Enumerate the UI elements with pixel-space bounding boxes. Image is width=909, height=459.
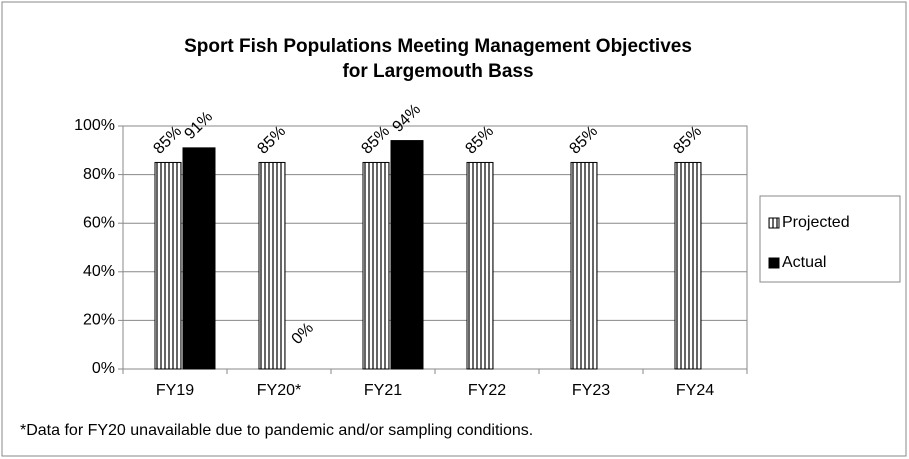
bar — [154, 161, 182, 370]
bar — [466, 161, 494, 370]
x-tick-label: FY22 — [468, 382, 506, 399]
y-tick-label: 80% — [83, 166, 115, 183]
bar — [570, 161, 598, 370]
legend-box — [759, 195, 901, 283]
chart-title: for Largemouth Bass — [342, 61, 533, 82]
legend-label: Actual — [782, 254, 826, 271]
y-tick-label: 100% — [74, 117, 115, 134]
x-tick-label: FY19 — [156, 382, 194, 399]
bar — [258, 161, 286, 370]
bar — [674, 161, 702, 370]
x-tick-label: FY23 — [572, 382, 610, 399]
legend-label: Projected — [782, 214, 850, 231]
x-tick-label: FY24 — [676, 382, 714, 399]
bar — [390, 140, 424, 370]
chart-title: Sport Fish Populations Meeting Managemen… — [184, 36, 692, 57]
y-tick-label: 20% — [83, 312, 115, 329]
y-tick-label: 60% — [83, 214, 115, 231]
x-tick-label: FY21 — [364, 382, 402, 399]
y-tick-label: 0% — [92, 360, 115, 377]
y-tick-label: 40% — [83, 263, 115, 280]
legend-swatch — [768, 217, 780, 229]
bar — [182, 147, 216, 370]
legend-swatch — [768, 257, 780, 269]
x-tick-label: FY20* — [257, 382, 301, 399]
footnote: *Data for FY20 unavailable due to pandem… — [20, 422, 533, 439]
bar — [362, 161, 390, 370]
